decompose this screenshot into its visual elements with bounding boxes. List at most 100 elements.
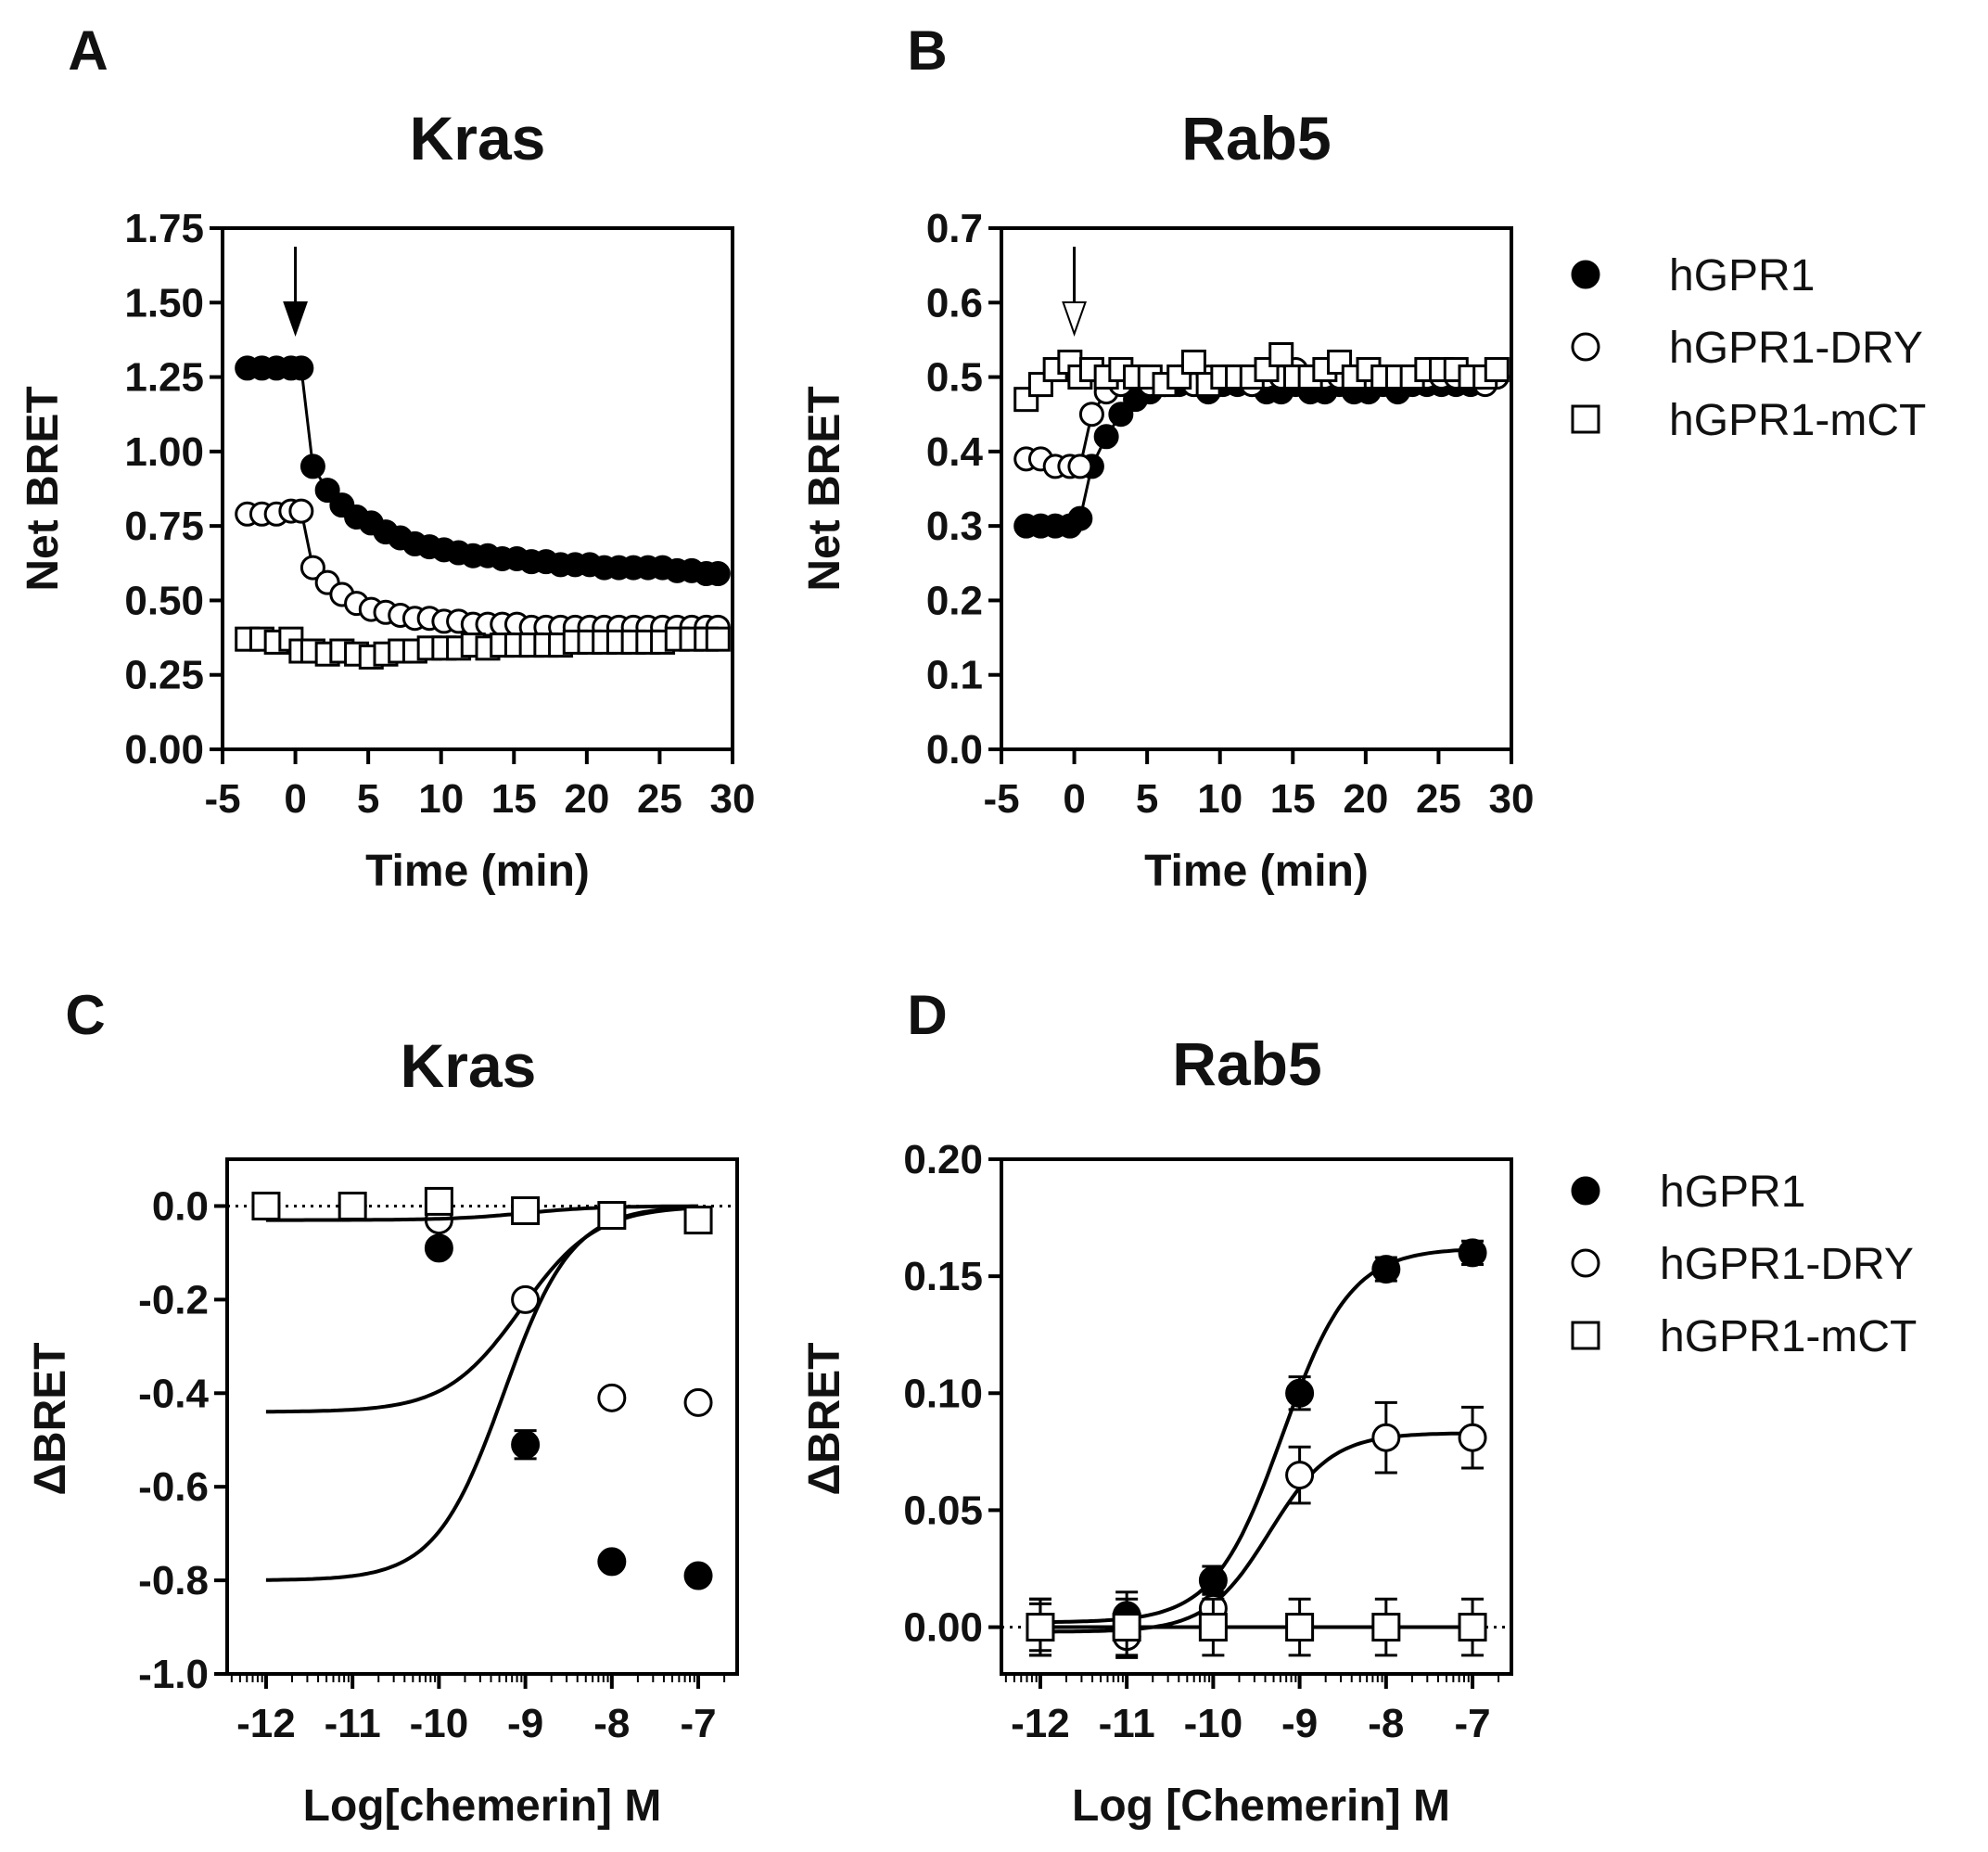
panel-b: B Rab5 0.0 0.1 0.2 0.3 0.4 0.5 0.6 0.7 -5 0 5 10 15 20 2…: [800, 19, 1534, 896]
legend-item: hGPR1: [1571, 1168, 1805, 1217]
chart-title: Kras: [401, 1031, 537, 1100]
data-point: [1285, 1461, 1315, 1490]
stimulus-arrow-head: [283, 301, 308, 338]
y-tick-label: 1.75: [124, 206, 204, 251]
x-tick-label: -8: [1368, 1701, 1404, 1746]
data-point: [1078, 402, 1104, 428]
x-tick-label: 20: [1343, 776, 1388, 822]
data-point: [251, 1191, 281, 1220]
x-tick-label: -5: [204, 776, 240, 822]
panel-a: A Kras 0.00 0.25 0.50 0.75 1.00 1.25 1.50 1.75 -5 0…: [19, 19, 755, 896]
data-point: [1108, 402, 1134, 428]
legend-top: hGPR1 hGPR1-DRY hGPR1-mCT: [1571, 251, 1926, 445]
y-axis-label: Net BRET: [19, 386, 68, 591]
data-point: [1198, 1613, 1228, 1642]
data-point: [1026, 1613, 1055, 1642]
x-tick-label: 15: [1270, 776, 1316, 822]
data-point: [597, 1201, 627, 1231]
y-tick-label: 1.00: [124, 429, 204, 475]
data-point: [1285, 1378, 1315, 1408]
x-tick-label: 20: [564, 776, 609, 822]
legend-item: hGPR1-DRY: [1571, 324, 1923, 373]
y-tick-label: 0.1: [926, 653, 983, 698]
x-tick-label: -12: [236, 1701, 296, 1746]
panel-letter: C: [65, 984, 105, 1046]
y-tick-label: -0.6: [138, 1464, 209, 1510]
data-point: [1067, 505, 1093, 531]
x-axis-label: Log[chemerin] M: [303, 1782, 662, 1831]
y-tick-label: 0.4: [926, 429, 984, 475]
legend-marker-open-square-icon: [1571, 404, 1600, 434]
x-tick-label: 25: [1416, 776, 1461, 822]
series-hgpr1: [235, 355, 731, 587]
y-tick-label: 0.6: [926, 280, 983, 326]
y-tick-label: 0.00: [903, 1605, 983, 1651]
y-tick-label: 0.10: [903, 1371, 983, 1416]
fit-curve: [1039, 1431, 1473, 1634]
y-tick-label: -0.4: [138, 1371, 209, 1416]
x-axis-label: Time (min): [365, 847, 590, 896]
x-tick-label: -10: [1184, 1701, 1243, 1746]
legend-label: hGPR1-mCT: [1660, 1312, 1917, 1361]
data-point: [1458, 1238, 1487, 1268]
y-tick-label: 0.3: [926, 504, 983, 549]
data-point: [1180, 350, 1206, 376]
x-tick-label: -7: [680, 1701, 716, 1746]
data-point: [597, 1547, 627, 1577]
y-axis-label: Net BRET: [800, 386, 849, 591]
x-tick-label: -11: [1099, 1701, 1155, 1746]
data-point: [1458, 1613, 1487, 1642]
data-point: [338, 1191, 367, 1220]
x-tick-label: 25: [637, 776, 682, 822]
data-point: [1067, 453, 1093, 479]
plot-frame: [1000, 1157, 1513, 1676]
y-axis-label: ΔBRET: [800, 1342, 849, 1495]
y-tick-label: 0.50: [124, 578, 204, 623]
x-tick-label: 10: [418, 776, 464, 822]
data-point: [1371, 1255, 1401, 1284]
y-tick-label: -0.8: [138, 1558, 209, 1603]
x-tick-label: -10: [410, 1701, 469, 1746]
legend-label: hGPR1-DRY: [1669, 324, 1923, 373]
x-tick-label: -7: [1454, 1701, 1490, 1746]
data-point: [314, 478, 340, 504]
y-tick-label: 0.20: [903, 1137, 983, 1182]
legend-label: hGPR1-mCT: [1669, 396, 1926, 445]
data-point: [424, 1186, 453, 1216]
y-tick-label: 0.0: [152, 1183, 209, 1229]
data-point: [705, 626, 731, 652]
y-tick-label: 0.5: [926, 355, 983, 401]
series-hgpr1-mct: [251, 1186, 713, 1235]
stimulus-arrow: [1062, 247, 1087, 338]
data-point: [683, 1206, 713, 1235]
x-tick-label: 0: [284, 776, 306, 822]
legend-marker-open-circle-icon: [1571, 332, 1600, 362]
legend-item: hGPR1-mCT: [1571, 1312, 1917, 1361]
data-point: [597, 1383, 627, 1412]
y-tick-label: -1.0: [138, 1652, 209, 1697]
chart-title: Kras: [410, 104, 546, 172]
data-point: [288, 498, 314, 524]
fit-curve: [265, 1206, 699, 1414]
data-point: [683, 1561, 713, 1590]
x-tick-label: -9: [507, 1701, 543, 1746]
data-point: [683, 1387, 713, 1417]
fit-curve: [265, 1204, 699, 1222]
panel-c: C Kras -1.0 -0.8 -0.6 -0.4 -0.2 0.0 -12 -11 -10 -9 -…: [26, 984, 739, 1831]
y-tick-label: 1.50: [124, 280, 204, 326]
data-point: [424, 1233, 453, 1263]
x-tick-label: 30: [1489, 776, 1535, 822]
stimulus-arrow: [283, 247, 308, 338]
data-point: [511, 1284, 541, 1314]
x-axis-label: Log [Chemerin] M: [1072, 1782, 1450, 1831]
series-hgpr1-mct: [1013, 341, 1510, 413]
data-point: [1093, 424, 1119, 450]
y-tick-label: 0.05: [903, 1488, 983, 1533]
y-tick-label: 1.25: [124, 355, 204, 401]
x-tick-label: 30: [710, 776, 756, 822]
legend-marker-open-circle-icon: [1571, 1248, 1600, 1278]
x-tick-label: 10: [1197, 776, 1242, 822]
data-point: [1356, 357, 1382, 383]
